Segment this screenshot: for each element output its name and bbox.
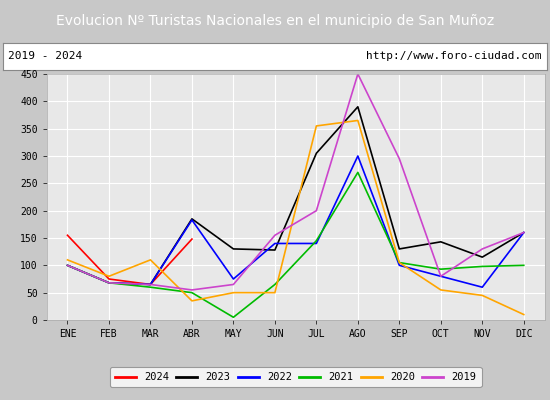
Legend: 2024, 2023, 2022, 2021, 2020, 2019: 2024, 2023, 2022, 2021, 2020, 2019 — [109, 367, 482, 387]
Text: Evolucion Nº Turistas Nacionales en el municipio de San Muñoz: Evolucion Nº Turistas Nacionales en el m… — [56, 14, 494, 28]
Text: 2019 - 2024: 2019 - 2024 — [8, 51, 82, 61]
Text: http://www.foro-ciudad.com: http://www.foro-ciudad.com — [366, 51, 542, 61]
